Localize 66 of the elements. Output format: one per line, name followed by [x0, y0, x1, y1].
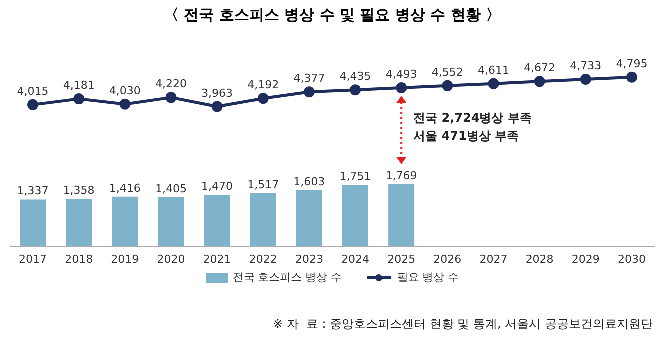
- data-label: 1,470: [202, 180, 234, 193]
- point: [212, 101, 223, 112]
- annotation: 서울 471병상 부족: [414, 129, 520, 144]
- point: [304, 86, 315, 98]
- point: [28, 99, 39, 110]
- bar: [250, 193, 276, 247]
- data-label: 4,733: [570, 60, 602, 73]
- data-label: 1,517: [248, 178, 280, 192]
- bar: [204, 194, 230, 247]
- point: [166, 92, 177, 104]
- point: [488, 78, 500, 90]
- x-tick-label: 2023: [295, 252, 324, 266]
- data-label: 4,611: [478, 64, 510, 77]
- legend-label: 필요 병상 수: [396, 270, 460, 285]
- data-label: 4,377: [294, 72, 326, 86]
- data-label: 4,672: [524, 62, 556, 75]
- chart-title: 〈 전국 호스피스 병상 수 및 필요 병상 수 현황 〉: [162, 6, 502, 25]
- data-label: 1,405: [155, 182, 187, 196]
- bar: [66, 198, 92, 247]
- data-label: 4,015: [17, 84, 49, 98]
- bar: [158, 197, 184, 247]
- x-tick-label: 2017: [19, 252, 48, 266]
- x-tick-label: 2021: [203, 252, 232, 266]
- data-label: 1,751: [340, 170, 372, 184]
- data-label: 4,030: [109, 84, 141, 98]
- point: [442, 80, 454, 92]
- point: [350, 84, 362, 96]
- data-label: 4,181: [63, 79, 95, 92]
- data-label: 4,552: [432, 66, 464, 79]
- data-label: 4,493: [386, 68, 418, 82]
- point: [626, 72, 638, 83]
- data-label: 1,416: [109, 182, 141, 195]
- x-tick-label: 2019: [111, 252, 140, 266]
- bar: [296, 190, 322, 247]
- bar: [388, 184, 415, 247]
- point: [580, 74, 592, 86]
- data-label: 1,337: [17, 184, 49, 198]
- bar: [342, 185, 368, 247]
- data-label: 3,963: [202, 86, 234, 100]
- point: [74, 94, 85, 105]
- data-label: 4,192: [248, 78, 280, 92]
- x-tick-label: 2028: [526, 252, 554, 266]
- legend-label: 전국 호스피스 병상 수: [232, 270, 342, 285]
- data-label: 4,435: [340, 70, 372, 84]
- data-label: 4,220: [156, 78, 187, 91]
- data-label: 1,769: [386, 169, 418, 182]
- x-tick-label: 2026: [434, 252, 462, 266]
- text: ※ 자 료 : 중앙호스피스센터 현황 및 통계, 서울시 공공보건의료지원단: [272, 316, 653, 333]
- data-label: 1,358: [63, 184, 95, 197]
- bar: [20, 200, 46, 247]
- x-tick-label: 2030: [618, 252, 646, 266]
- x-tick-label: 2029: [572, 252, 600, 266]
- x-tick-label: 2022: [249, 252, 278, 266]
- annotation: 전국 2,724병상 부족: [414, 111, 532, 126]
- point: [534, 76, 546, 88]
- x-tick-label: 2020: [157, 252, 186, 266]
- data-label: 4,795: [616, 57, 648, 70]
- point: [396, 82, 408, 94]
- data-label: 1,603: [294, 175, 326, 188]
- point: [120, 98, 131, 110]
- bar: [112, 196, 138, 247]
- x-tick-label: 2024: [342, 252, 370, 266]
- x-tick-label: 2027: [480, 252, 508, 266]
- x-tick-label: 2018: [65, 252, 94, 266]
- point: [258, 93, 269, 104]
- x-tick-label: 2025: [388, 252, 416, 266]
